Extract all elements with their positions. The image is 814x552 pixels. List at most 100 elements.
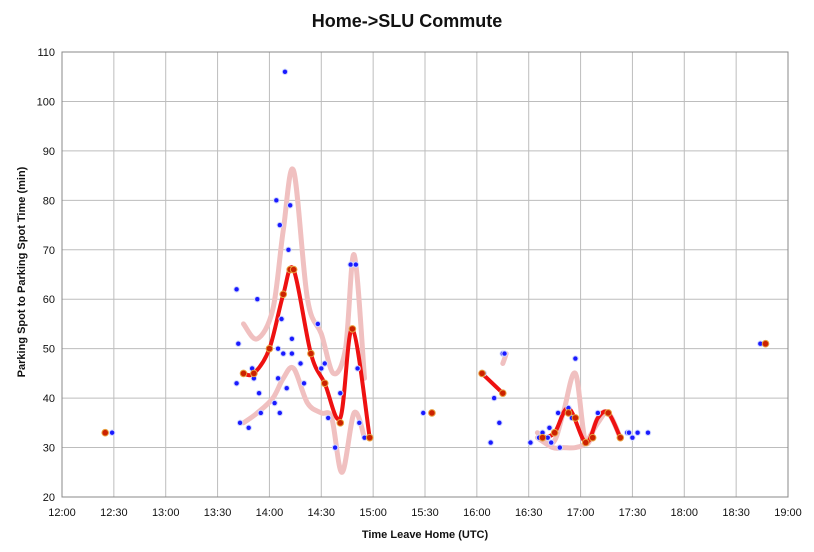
observation-point xyxy=(573,356,578,361)
observation-point xyxy=(287,203,293,208)
observation-point xyxy=(275,376,281,381)
observation-point xyxy=(545,435,550,440)
observation-point xyxy=(289,336,295,341)
observation-point xyxy=(234,287,239,292)
observation-point xyxy=(626,430,632,435)
observation-point xyxy=(547,425,552,430)
axis-ticks: 20 30 40 50 60 70 80 90 100 110 12:00 12:30 13:00 13:… xyxy=(37,47,802,519)
y-tick-label: 90 xyxy=(43,146,55,158)
x-tick-label: 12:00 xyxy=(48,507,76,519)
observation-point xyxy=(353,262,359,267)
observation-point xyxy=(256,390,262,396)
average-point xyxy=(279,290,288,299)
average-markers xyxy=(101,265,770,447)
observation-point xyxy=(298,361,303,366)
x-tick-label: 15:30 xyxy=(411,507,439,519)
average-point xyxy=(478,369,486,378)
observation-point xyxy=(421,410,426,416)
average-point xyxy=(365,433,374,442)
observation-point xyxy=(279,316,284,322)
average-point xyxy=(250,369,258,378)
observation-point xyxy=(502,351,507,356)
observation-point xyxy=(258,410,263,416)
gridlines xyxy=(61,51,789,498)
y-tick-label: 100 xyxy=(37,96,55,108)
observation-point xyxy=(528,440,533,445)
x-tick-label: 13:00 xyxy=(152,507,180,519)
observations xyxy=(108,68,764,451)
observation-point xyxy=(289,351,295,356)
variance-band-line xyxy=(241,166,367,381)
y-tick-label: 80 xyxy=(43,195,55,207)
y-tick-label: 110 xyxy=(37,47,55,59)
x-tick-label: 16:30 xyxy=(515,507,543,519)
average-point xyxy=(336,419,345,427)
x-tick-label: 17:00 xyxy=(567,507,595,519)
y-tick-label: 20 xyxy=(43,492,55,504)
x-axis-label: Time Leave Home (UTC) xyxy=(362,529,489,541)
observation-point xyxy=(630,435,635,440)
observation-point xyxy=(326,415,331,421)
y-tick-label: 70 xyxy=(43,245,55,257)
x-tick-label: 15:00 xyxy=(359,507,387,519)
x-tick-label: 18:30 xyxy=(722,507,750,519)
average-line xyxy=(241,265,372,440)
observation-point xyxy=(246,425,251,430)
observation-point xyxy=(322,361,327,366)
observation-point xyxy=(338,390,343,396)
variance-band-line xyxy=(241,364,367,475)
y-tick-label: 30 xyxy=(43,443,55,455)
observation-point xyxy=(236,341,241,346)
average-point xyxy=(320,379,329,388)
observation-point xyxy=(758,341,763,346)
observation-point xyxy=(286,247,291,252)
average-point xyxy=(571,414,580,422)
observation-point xyxy=(557,445,563,450)
observation-point xyxy=(275,346,281,351)
observation-point xyxy=(272,400,277,406)
observation-point xyxy=(548,440,554,445)
observation-point xyxy=(645,430,651,435)
observation-point xyxy=(635,430,640,435)
observation-point xyxy=(315,321,321,327)
observation-point xyxy=(491,395,497,401)
average-point xyxy=(498,389,507,397)
average-point xyxy=(101,428,110,437)
x-tick-label: 14:00 xyxy=(256,507,284,519)
observation-point xyxy=(555,410,561,416)
average-point xyxy=(289,265,298,274)
x-tick-label: 13:30 xyxy=(204,507,232,519)
y-tick-label: 40 xyxy=(43,393,55,405)
observation-point xyxy=(284,386,289,391)
observation-point xyxy=(355,366,360,371)
x-tick-label: 19:00 xyxy=(774,507,802,519)
observation-point xyxy=(566,405,571,411)
average-point xyxy=(604,409,613,417)
variance-bands xyxy=(241,166,623,475)
observation-point xyxy=(348,262,353,267)
average-line xyxy=(480,371,505,396)
observation-point xyxy=(277,410,282,416)
y-tick-label: 50 xyxy=(43,344,55,356)
average-point xyxy=(428,409,436,417)
observation-point xyxy=(357,420,362,426)
x-tick-label: 16:00 xyxy=(463,507,491,519)
observation-point xyxy=(595,410,601,416)
y-axis-label: Parking Spot to Parking Spot Time (min) xyxy=(16,166,28,377)
average-point xyxy=(588,433,597,442)
average-point xyxy=(348,325,357,333)
x-tick-label: 17:30 xyxy=(619,507,647,519)
plot-frame xyxy=(61,51,789,498)
observation-point xyxy=(497,420,502,426)
x-tick-label: 18:00 xyxy=(671,507,699,519)
average-point xyxy=(581,438,590,447)
observation-point xyxy=(249,366,255,371)
observation-point xyxy=(277,222,282,228)
observation-point xyxy=(237,420,243,426)
observation-point xyxy=(281,351,286,356)
observation-point xyxy=(251,376,257,381)
average-point xyxy=(761,339,770,348)
average-point xyxy=(307,349,315,358)
average-point xyxy=(538,433,547,442)
